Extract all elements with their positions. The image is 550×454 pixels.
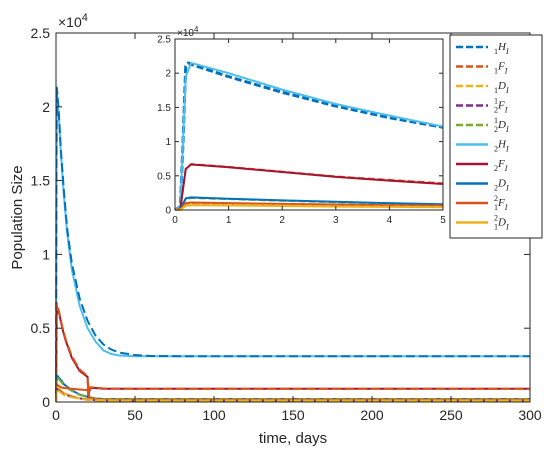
inset-y-tick-label: 1 — [165, 137, 171, 148]
main-series-line-1 — [55, 86, 530, 403]
legend-superscript: 1 — [494, 116, 498, 125]
legend-entry-label-8: 2 1FI — [494, 194, 508, 212]
legend-main: D — [497, 119, 506, 131]
legend-state-subscript: I — [504, 106, 508, 115]
legend-main: F — [497, 158, 505, 170]
main-y-tick-label: 0.5 — [31, 320, 51, 336]
main-x-tick-label: 200 — [360, 407, 384, 423]
legend-subscript: 1 — [494, 47, 498, 56]
inset-axes-box — [174, 38, 444, 211]
main-x-tick-label: 300 — [518, 407, 542, 423]
legend-main: H — [497, 139, 507, 151]
main-y-tick-label: 1.5 — [31, 173, 51, 189]
main-y-tick-label: 0 — [42, 394, 50, 410]
inset-series-line-9 — [174, 204, 444, 211]
main-x-tick-label: 0 — [52, 407, 60, 423]
legend-superscript: 1 — [494, 97, 498, 106]
legend-subscript: 2 — [494, 184, 498, 193]
main-x-tick-label: 100 — [202, 407, 226, 423]
legend-entry-label-2: 1DI — [494, 80, 509, 95]
inset-y-tick-label: 2 — [165, 69, 171, 80]
legend-entry-label-1: 1FI — [494, 61, 508, 76]
x-axis-title: time, days — [259, 430, 327, 447]
legend-main: F — [497, 197, 505, 209]
main-y-tick-label: 2 — [42, 99, 50, 115]
main-x-tick-label: 50 — [127, 407, 143, 423]
legend-subscript: 2 — [494, 125, 498, 134]
main-y-exponent-power: 4 — [82, 12, 88, 24]
legend-entry-label-4: 1 2DI — [494, 116, 509, 134]
legend-main: F — [497, 100, 505, 112]
legend-subscript: 1 — [494, 223, 498, 232]
inset-y-tick-label: 0.5 — [157, 171, 171, 182]
inset-x-tick-label: 1 — [226, 215, 232, 226]
main-y-tick-label: 1 — [42, 246, 50, 262]
main-series-line-9 — [55, 389, 530, 403]
legend-superscript: 2 — [494, 214, 498, 223]
legend-subscript: 1 — [494, 67, 498, 76]
inset-y-exponent: ×104 — [177, 25, 199, 39]
legend-subscript: 2 — [494, 145, 498, 154]
legend-main: D — [497, 80, 506, 92]
inset-y-exponent-base: ×10 — [177, 28, 194, 39]
legend-state-subscript: I — [505, 223, 509, 232]
inset-series-group — [174, 61, 444, 212]
legend-subscript: 2 — [494, 164, 498, 173]
legend-subscript: 1 — [494, 203, 498, 212]
inset-x-tick-label: 5 — [440, 215, 446, 226]
legend-entry-label-9: 2 1DI — [494, 214, 509, 232]
main-y-exponent-base: ×10 — [58, 14, 82, 30]
legend-subscript: 1 — [494, 86, 498, 95]
legend-main: D — [497, 217, 506, 229]
inset-chart: 0 1 2 3 4 500.511.522.5×104 — [157, 25, 446, 226]
legend-entry-label-6: 2FI — [494, 158, 508, 173]
legend-entry-label-7: 2DI — [494, 178, 509, 193]
inset-x-tick-label: 3 — [333, 215, 339, 226]
inset-plot-area — [175, 39, 443, 210]
inset-series-line-5 — [174, 196, 444, 211]
legend-entry-label-3: 1 2FI — [494, 97, 508, 115]
main-x-tick-label: 150 — [281, 407, 305, 423]
legend-entry-label-5: 2HI — [494, 139, 509, 154]
main-series-group — [55, 86, 530, 403]
legend-entry-label-0: 1HI — [494, 41, 509, 56]
inset-y-exponent-power: 4 — [194, 25, 199, 34]
main-y-tick-label: 2.5 — [31, 25, 51, 41]
legend-superscript: 2 — [494, 194, 498, 203]
legend-state-subscript: I — [505, 184, 509, 193]
legend-state-subscript: I — [504, 164, 508, 173]
inset-x-tick-label: 2 — [279, 215, 285, 226]
inset-y-tick-label: 2.5 — [157, 35, 171, 46]
inset-x-tick-label: 0 — [172, 215, 178, 226]
legend-main: F — [497, 61, 505, 73]
legend-state-subscript: I — [505, 125, 509, 134]
inset-x-tick-label: 4 — [387, 215, 393, 226]
legend-state-subscript: I — [505, 47, 509, 56]
legend-main: H — [497, 41, 507, 53]
legend-state-subscript: I — [504, 203, 508, 212]
inset-y-tick-label: 1.5 — [157, 103, 171, 114]
legend-state-subscript: I — [504, 67, 508, 76]
inset-series-line-1 — [174, 61, 444, 211]
main-x-tick-label: 250 — [439, 407, 463, 423]
legend-main: D — [497, 178, 506, 190]
y-axis-title: Population Size — [9, 165, 26, 269]
main-y-exponent: ×104 — [58, 12, 88, 30]
legend-subscript: 2 — [494, 106, 498, 115]
inset-y-tick-label: 0 — [165, 206, 171, 217]
inset-series-line-3 — [174, 163, 444, 211]
legend-state-subscript: I — [505, 86, 509, 95]
legend-state-subscript: I — [505, 145, 509, 154]
